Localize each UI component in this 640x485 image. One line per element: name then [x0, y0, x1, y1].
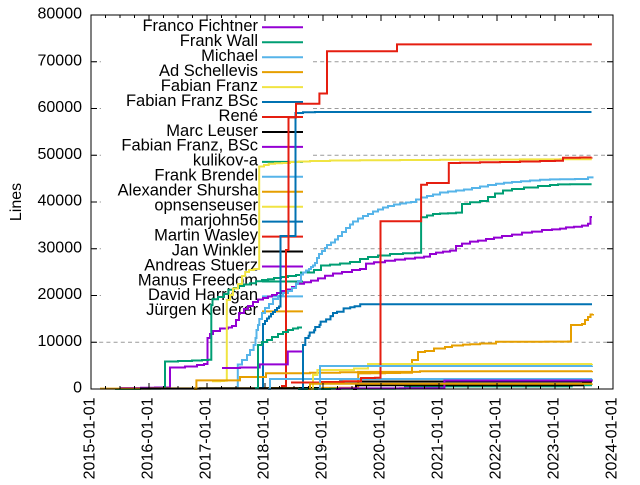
- svg-text:Frank Brendel: Frank Brendel: [154, 167, 258, 185]
- svg-text:70000: 70000: [38, 52, 83, 69]
- svg-text:2024-01-01: 2024-01-01: [604, 397, 621, 479]
- svg-text:2022-01-01: 2022-01-01: [488, 397, 505, 479]
- svg-text:René: René: [219, 107, 258, 125]
- svg-text:Manus Freedom: Manus Freedom: [138, 271, 258, 289]
- svg-text:0: 0: [73, 380, 82, 397]
- svg-text:Alexander Shursha: Alexander Shursha: [118, 182, 259, 200]
- svg-text:2016-01-01: 2016-01-01: [140, 397, 157, 479]
- svg-text:10000: 10000: [38, 333, 83, 350]
- svg-text:Michael: Michael: [201, 47, 258, 65]
- svg-text:Franco Fichtner: Franco Fichtner: [142, 17, 258, 35]
- svg-text:Fabian Franz, BSc: Fabian Franz, BSc: [121, 137, 258, 155]
- svg-text:marjohn56: marjohn56: [180, 211, 258, 229]
- svg-text:80000: 80000: [38, 6, 83, 23]
- svg-text:2021-01-01: 2021-01-01: [430, 397, 447, 479]
- svg-text:2023-01-01: 2023-01-01: [546, 397, 563, 479]
- svg-text:opnsenseuser: opnsenseuser: [154, 197, 258, 215]
- svg-text:Ad Schellevis: Ad Schellevis: [159, 62, 258, 80]
- svg-text:2017-01-01: 2017-01-01: [198, 397, 215, 479]
- svg-text:Jürgen Kellerer: Jürgen Kellerer: [146, 301, 258, 319]
- svg-text:20000: 20000: [38, 286, 83, 303]
- svg-text:Martin Wasley: Martin Wasley: [154, 226, 259, 244]
- svg-text:50000: 50000: [38, 146, 83, 163]
- svg-text:2018-01-01: 2018-01-01: [256, 397, 273, 479]
- svg-text:Jan Winkler: Jan Winkler: [172, 241, 259, 259]
- svg-text:Fabian Franz BSc: Fabian Franz BSc: [126, 92, 258, 110]
- svg-text:Fabian Franz: Fabian Franz: [161, 77, 258, 95]
- svg-text:Marc Leuser: Marc Leuser: [166, 122, 258, 140]
- svg-text:Lines: Lines: [8, 183, 25, 221]
- svg-text:Andreas Stuerz: Andreas Stuerz: [144, 256, 258, 274]
- svg-text:2015-01-01: 2015-01-01: [82, 397, 99, 479]
- svg-text:60000: 60000: [38, 99, 83, 116]
- svg-text:40000: 40000: [38, 193, 83, 210]
- svg-text:2020-01-01: 2020-01-01: [372, 397, 389, 479]
- svg-text:kulikov-a: kulikov-a: [193, 152, 259, 170]
- svg-text:Frank Wall: Frank Wall: [180, 32, 258, 50]
- svg-text:30000: 30000: [38, 239, 83, 256]
- svg-text:2019-01-01: 2019-01-01: [314, 397, 331, 479]
